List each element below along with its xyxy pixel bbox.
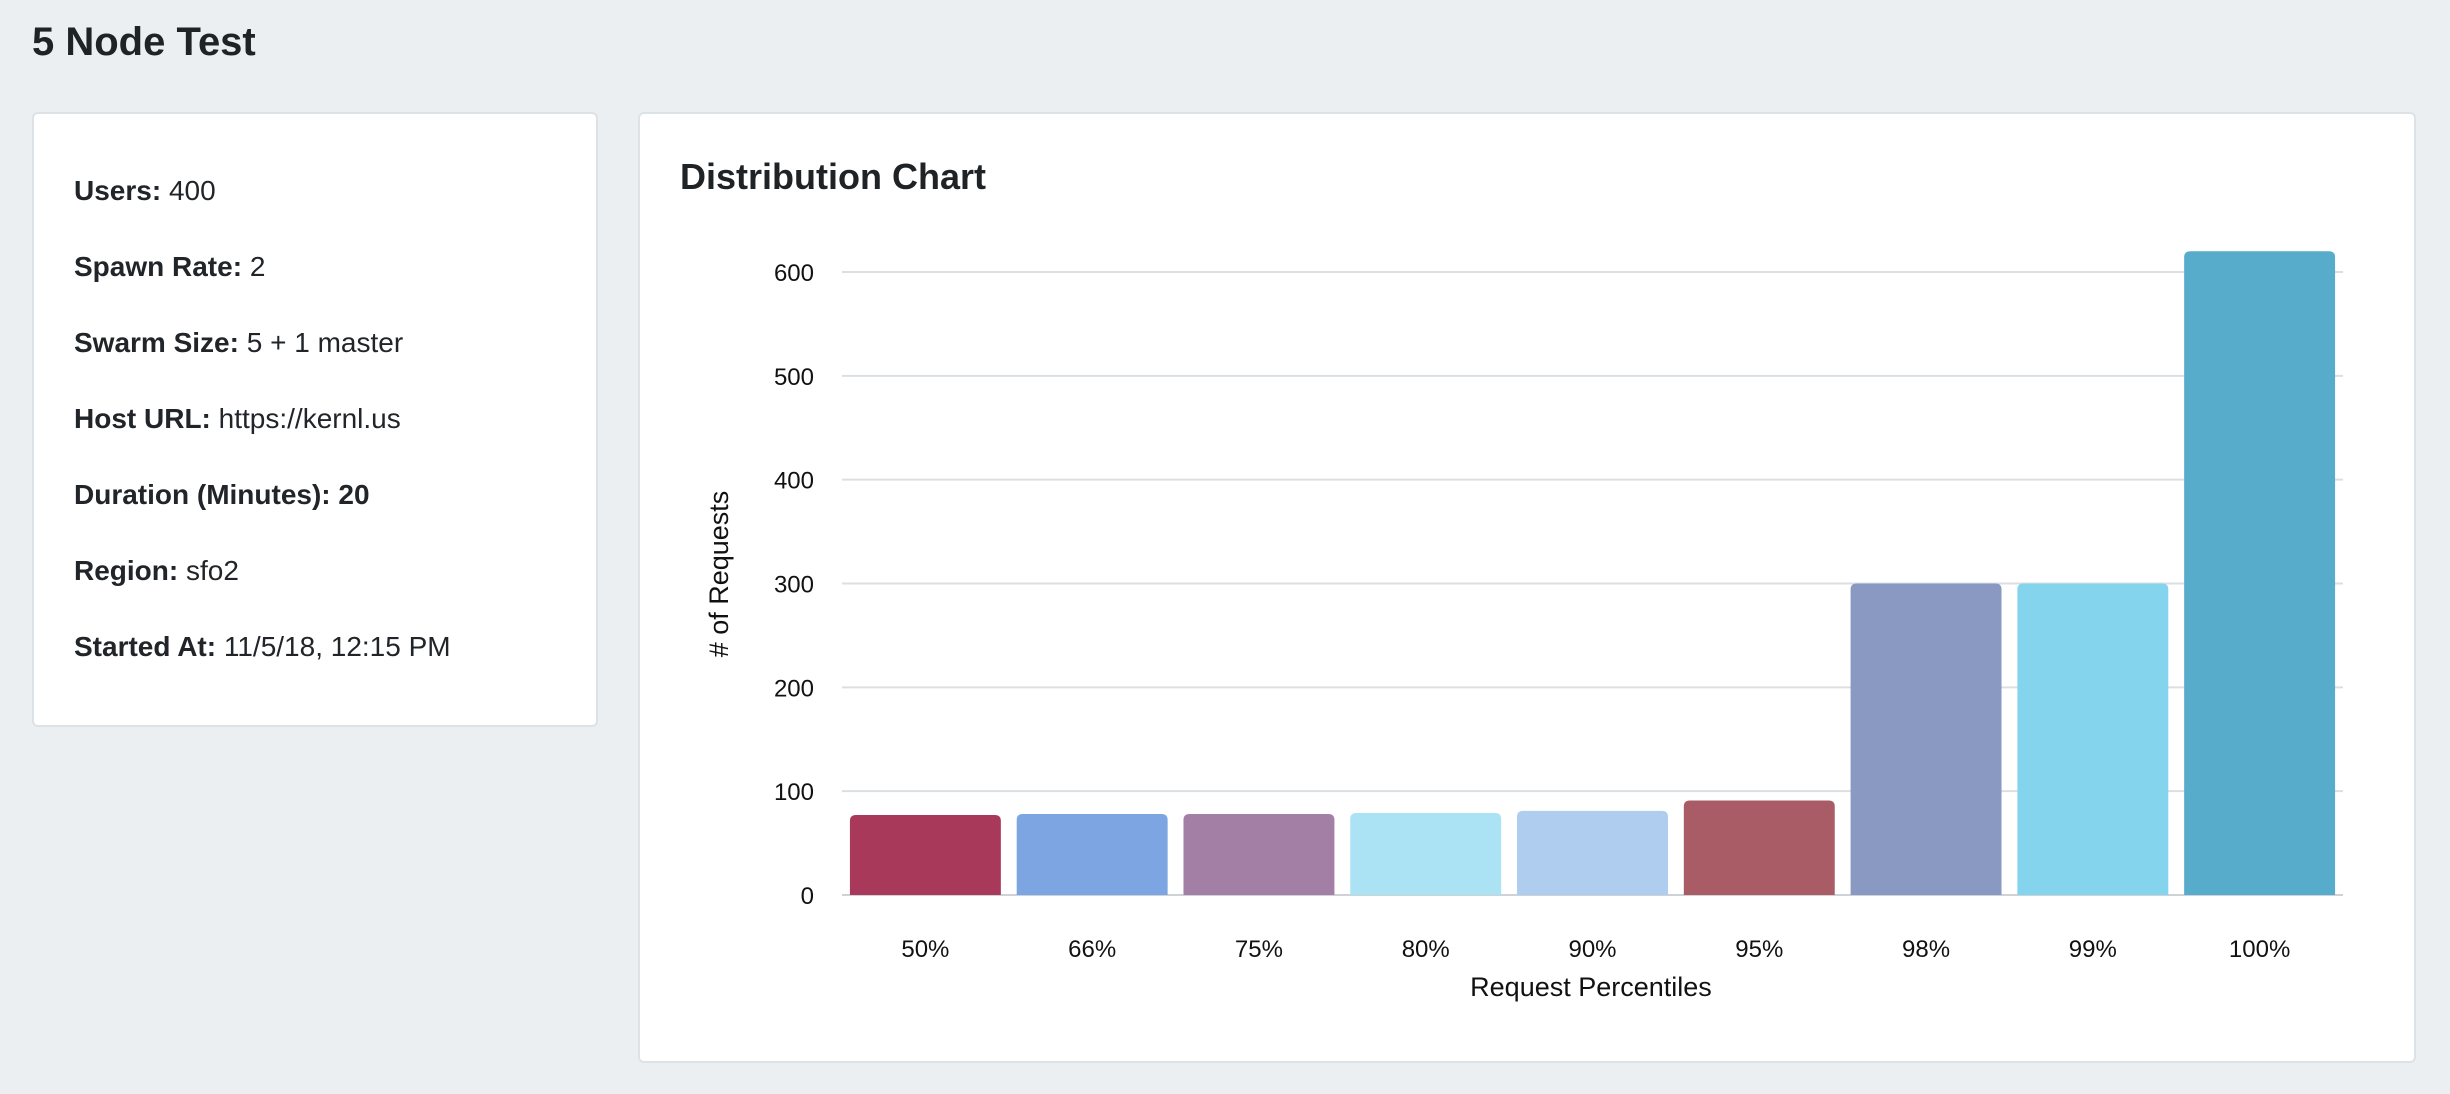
host-url-row: Host URL: https://kernl.us — [74, 384, 451, 460]
x-tick-label: 90% — [1568, 936, 1616, 963]
spawn-rate-row: Spawn Rate: 2 — [74, 232, 451, 308]
duration-row: Duration (Minutes): 20 — [74, 460, 451, 536]
duration-value: 20 — [338, 479, 370, 510]
x-tick-label: 95% — [1735, 936, 1783, 963]
distribution-chart-card: Distribution Chart 0 100 200 300 400 500 600 5… — [638, 112, 2416, 1063]
bar-80-percent — [1350, 812, 1502, 895]
x-tick-label: 80% — [1402, 936, 1450, 963]
users-label: Users: — [74, 175, 162, 206]
y-tick-label: 400 — [774, 468, 814, 495]
x-axis-label: Request Percentiles — [1470, 972, 1712, 1002]
y-tick-label: 300 — [774, 572, 814, 599]
y-axis-label: # of Requests — [704, 491, 734, 658]
x-tick-label: 99% — [2069, 936, 2117, 963]
swarm-size-value: 5 + 1 master — [246, 327, 404, 358]
duration-label: Duration (Minutes): — [74, 479, 331, 510]
bar-75-percent — [1183, 814, 1335, 895]
y-tick-label: 600 — [774, 260, 814, 287]
swarm-size-row: Swarm Size: 5 + 1 master — [74, 308, 451, 384]
started-at-label: Started At: — [74, 631, 217, 662]
region-label: Region: — [74, 555, 179, 586]
x-tick-label: 50% — [901, 936, 949, 963]
started-at-value: 11/5/18, 12:15 PM — [223, 631, 451, 662]
x-tick-label: 75% — [1235, 936, 1283, 963]
host-url-value: https://kernl.us — [218, 403, 401, 434]
y-axis-ticks: 0 100 200 300 400 500 600 — [774, 260, 814, 910]
test-info-card: Users: 400 Spawn Rate: 2 Swarm Size: 5 +… — [32, 112, 598, 727]
distribution-chart: 0 100 200 300 400 500 600 50% 66% 75% 80% 90% 95% 98… — [704, 251, 2343, 1002]
bar-98-percent — [1850, 583, 2002, 895]
page-title: 5 Node Test — [32, 20, 256, 64]
bar-100-percent — [2184, 251, 2336, 895]
x-tick-label: 66% — [1068, 936, 1116, 963]
bar-50-percent — [849, 815, 1001, 895]
bar-90-percent — [1517, 810, 1668, 895]
bar-95-percent — [1683, 800, 1835, 895]
spawn-rate-value: 2 — [249, 251, 266, 282]
bar-66-percent — [1016, 814, 1168, 895]
x-tick-label: 98% — [1902, 936, 1950, 963]
region-row: Region: sfo2 — [74, 536, 451, 612]
chart-title: Distribution Chart — [680, 156, 986, 197]
y-tick-label: 100 — [774, 779, 814, 806]
bar-99-percent — [2017, 583, 2169, 895]
y-tick-label: 500 — [774, 364, 814, 391]
chart-bars — [849, 251, 2336, 895]
region-value: sfo2 — [186, 555, 239, 586]
host-url-label: Host URL: — [74, 403, 211, 434]
test-info-list: Users: 400 Spawn Rate: 2 Swarm Size: 5 +… — [74, 156, 451, 688]
users-row: Users: 400 — [74, 156, 451, 232]
spawn-rate-label: Spawn Rate: — [74, 251, 243, 282]
x-axis-ticks: 50% 66% 75% 80% 90% 95% 98% 99% 100% — [901, 936, 2290, 963]
users-value: 400 — [168, 175, 216, 206]
x-tick-label: 100% — [2229, 936, 2290, 963]
y-tick-label: 0 — [801, 883, 814, 910]
started-at-row: Started At: 11/5/18, 12:15 PM — [74, 612, 451, 688]
swarm-size-label: Swarm Size: — [74, 327, 239, 358]
y-tick-label: 200 — [774, 675, 814, 702]
